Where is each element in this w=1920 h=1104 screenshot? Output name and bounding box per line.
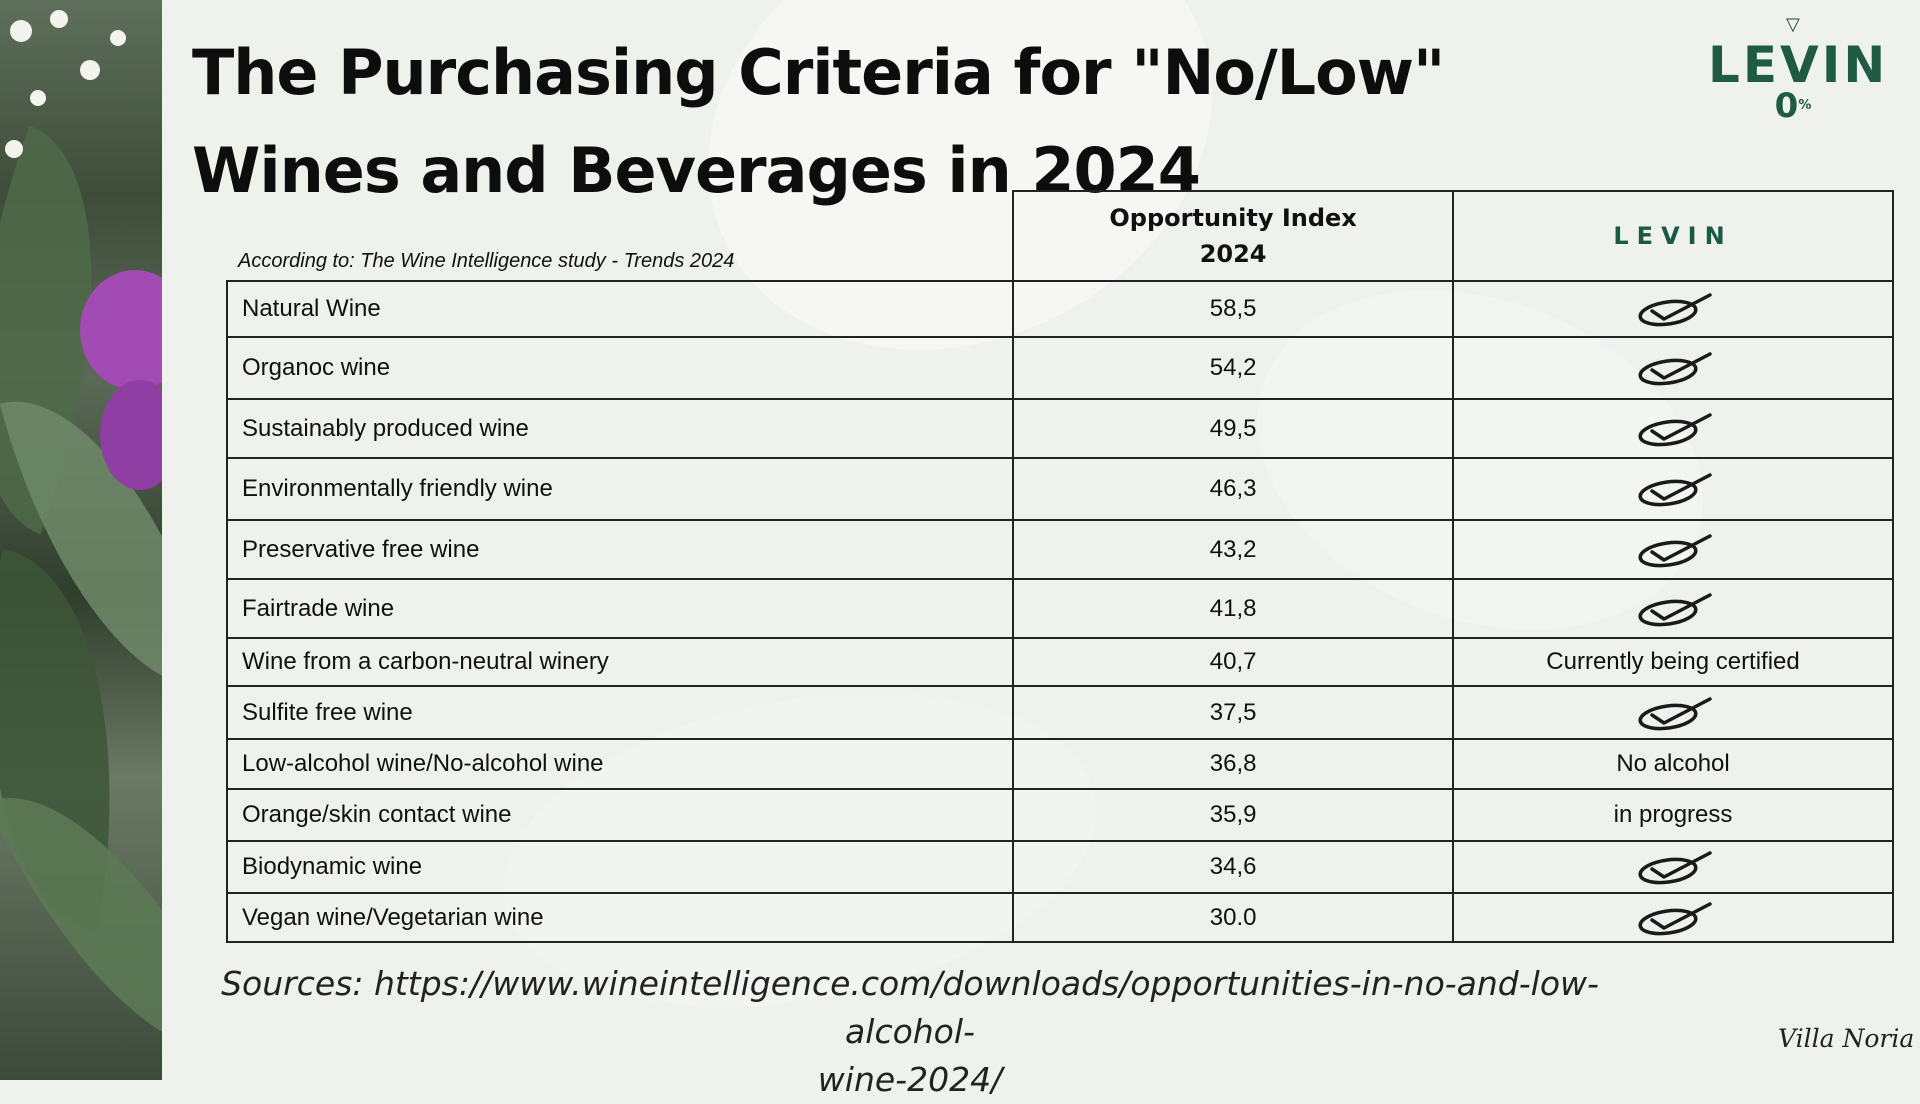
decorative-plant-image (0, 0, 162, 1080)
levin-status-cell (1452, 336, 1894, 400)
criterion-cell: Organoc wine (225, 336, 1015, 400)
opportunity-index-cell: 34,6 (1012, 840, 1455, 894)
checkmark-icon (1454, 471, 1892, 507)
levin-status-cell (1452, 840, 1894, 894)
checkmark-icon (1454, 350, 1892, 386)
criterion-cell: Wine from a carbon-neutral winery (225, 637, 1015, 687)
table-row: Orange/skin contact wine 35,9 in progress (225, 788, 1894, 842)
villa-noria-signature: Villa Noria (1778, 1024, 1915, 1053)
opportunity-index-cell: 30.0 (1012, 892, 1455, 943)
opportunity-index-cell: 49,5 (1012, 398, 1455, 459)
levin-status-cell (1452, 892, 1894, 943)
opportunity-index-header-line2: 2024 (1199, 240, 1267, 268)
levin-status-cell (1452, 519, 1894, 580)
table-row: Vegan wine/Vegetarian wine 30.0 (225, 892, 1894, 943)
opportunity-index-cell: 36,8 (1012, 738, 1455, 790)
table-row: Wine from a carbon-neutral winery 40,7 Cur… (225, 637, 1894, 687)
table-row: Natural Wine 58,5 (225, 280, 1894, 338)
table-row: Biodynamic wine 34,6 (225, 840, 1894, 894)
table-row: Environmentally friendly wine 46,3 (225, 457, 1894, 521)
criterion-cell: Sustainably produced wine (225, 398, 1015, 459)
table-row: Preservative free wine 43,2 (225, 519, 1894, 580)
page-title: The Purchasing Criteria for "No/Low" Win… (192, 36, 1445, 207)
criterion-cell: Orange/skin contact wine (225, 788, 1015, 842)
levin-brand-header: LEVIN (1452, 190, 1894, 282)
criterion-cell: Low-alcohol wine/No-alcohol wine (225, 738, 1015, 790)
levin-status-cell (1452, 685, 1894, 740)
levin-status-cell: No alcohol (1452, 738, 1894, 790)
levin-logo: ▽ LEVIN 0% (1708, 14, 1889, 134)
criterion-cell: Sulfite free wine (225, 685, 1015, 740)
criterion-cell: Natural Wine (225, 280, 1015, 338)
table-row: Fairtrade wine 41,8 (225, 578, 1894, 639)
table-row: Sustainably produced wine 49,5 (225, 398, 1894, 459)
checkmark-icon (1454, 532, 1892, 568)
checkmark-icon (1454, 291, 1892, 327)
levin-status-cell (1452, 578, 1894, 639)
wine-glass-icon: ▽ (1786, 14, 1800, 35)
opportunity-index-cell: 40,7 (1012, 637, 1455, 687)
opportunity-index-cell: 35,9 (1012, 788, 1455, 842)
opportunity-index-cell: 58,5 (1012, 280, 1455, 338)
opportunity-index-cell: 46,3 (1012, 457, 1455, 521)
table-row: Sulfite free wine 37,5 (225, 685, 1894, 740)
levin-status-cell (1452, 398, 1894, 459)
criterion-cell: Vegan wine/Vegetarian wine (225, 892, 1015, 943)
opportunity-index-header: Opportunity Index 2024 (1012, 190, 1455, 282)
opportunity-index-header-line1: Opportunity Index (1109, 204, 1357, 232)
checkmark-icon (1454, 900, 1892, 936)
sources-line-2: wine-2024/ (817, 1060, 1003, 1099)
criterion-cell: Preservative free wine (225, 519, 1015, 580)
table-row: Organoc wine 54,2 (225, 336, 1894, 400)
table-row: Low-alcohol wine/No-alcohol wine 36,8 No a… (225, 738, 1894, 790)
logo-word: LEVIN (1708, 36, 1889, 94)
levin-status-cell (1452, 457, 1894, 521)
opportunity-index-cell: 43,2 (1012, 519, 1455, 580)
levin-status-cell (1452, 280, 1894, 338)
opportunity-index-cell: 37,5 (1012, 685, 1455, 740)
criteria-table: Opportunity Index 2024 LEVIN Natural Win… (225, 190, 1894, 943)
logo-zero-percent: 0% (1774, 86, 1812, 126)
sources-text: Sources: https://www.wineintelligence.co… (200, 960, 1620, 1104)
sources-line-1: Sources: https://www.wineintelligence.co… (221, 964, 1599, 1051)
study-reference-note: According to: The Wine Intelligence stud… (238, 250, 735, 272)
checkmark-icon (1454, 411, 1892, 447)
opportunity-index-cell: 54,2 (1012, 336, 1455, 400)
header-blank-cell (227, 191, 1013, 281)
levin-status-cell: Currently being certified (1452, 637, 1894, 687)
criterion-cell: Fairtrade wine (225, 578, 1015, 639)
criterion-cell: Biodynamic wine (225, 840, 1015, 894)
levin-status-cell: in progress (1452, 788, 1894, 842)
checkmark-icon (1454, 591, 1892, 627)
table-header-row: Opportunity Index 2024 LEVIN (227, 190, 1894, 282)
opportunity-index-cell: 41,8 (1012, 578, 1455, 639)
criterion-cell: Environmentally friendly wine (225, 457, 1015, 521)
checkmark-icon (1454, 849, 1892, 885)
checkmark-icon (1454, 695, 1892, 731)
